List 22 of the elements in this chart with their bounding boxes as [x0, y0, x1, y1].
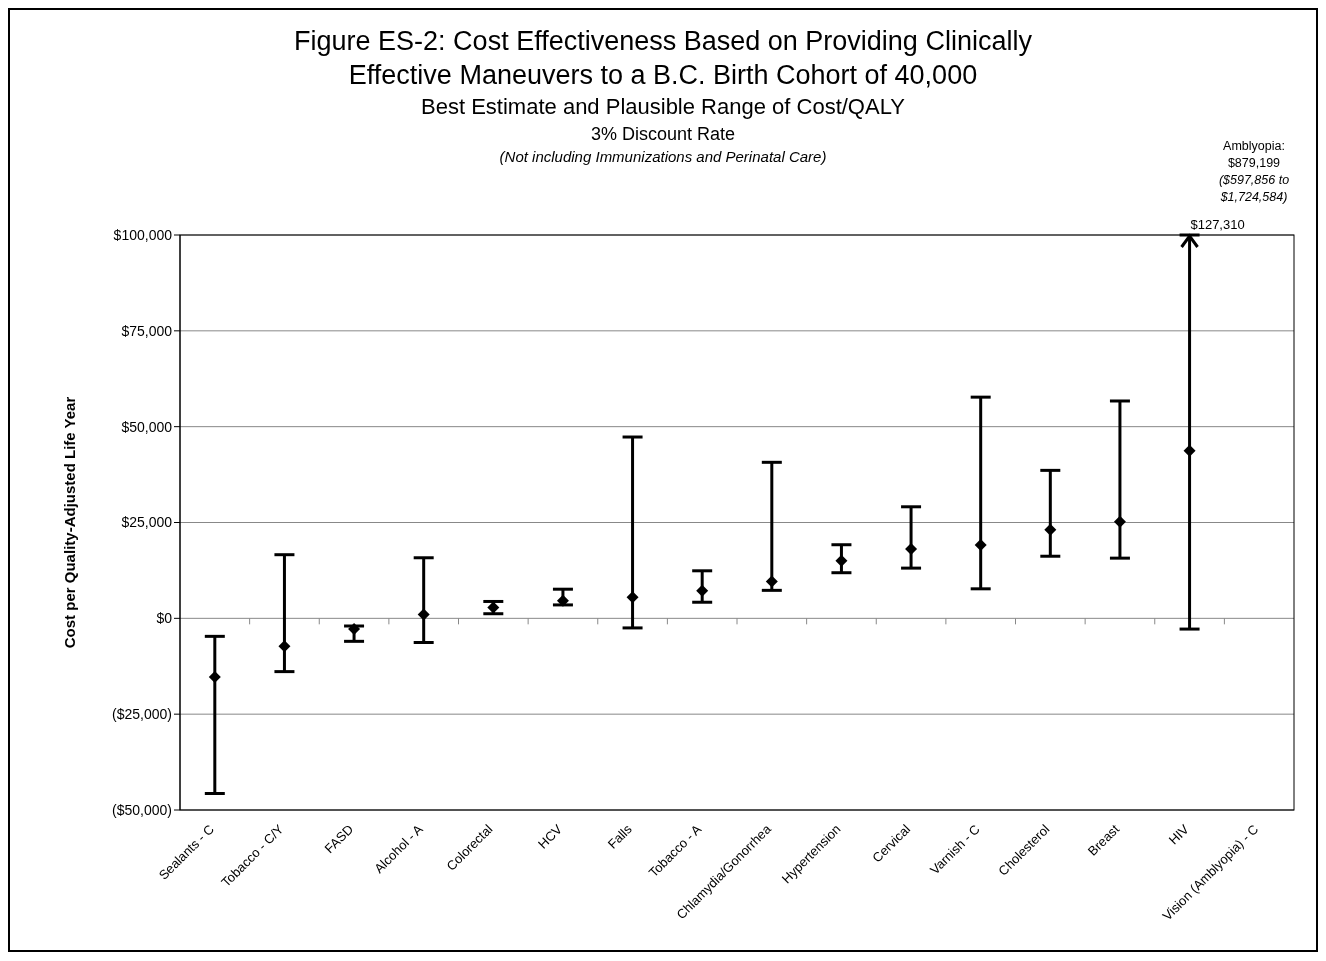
text: Amblyopia: $879,199 [1222, 138, 1286, 172]
y-tick-label: $100,000 [113, 226, 173, 243]
text: ($597,856 to $1,724,584) [1217, 172, 1291, 206]
point [556, 594, 569, 607]
point [417, 608, 430, 621]
y-tick-label: $25,000 [121, 514, 173, 531]
point [1113, 515, 1126, 528]
text: 3% Discount Rate [590, 124, 736, 144]
y-axis-title: Cost per Quality-Adjusted Life Year [61, 396, 79, 649]
y-tick-label: ($50,000) [112, 801, 172, 818]
annotation: $127,310 [1190, 217, 1245, 232]
chart-title: Figure ES-2: Cost Effectiveness Based on Providing Clinically Effective Maneuvers to a B.C. Birth Cohort of 40,000 [293, 25, 1033, 92]
text: (Not including Immunizations and Perinatal Care) [499, 148, 827, 165]
chart-subtitle: Best Estimate and Plausible Range of Cost/QALY [420, 93, 906, 121]
y-tick-label: ($25,000) [112, 706, 172, 723]
x-tick-label: HIV [1165, 821, 1192, 848]
point [765, 575, 778, 588]
point [1044, 523, 1057, 536]
y-tick-label: $50,000 [121, 418, 173, 435]
point [696, 584, 709, 597]
y-tick-label: $0 [156, 610, 173, 627]
y-tick-label: $75,000 [121, 322, 173, 339]
